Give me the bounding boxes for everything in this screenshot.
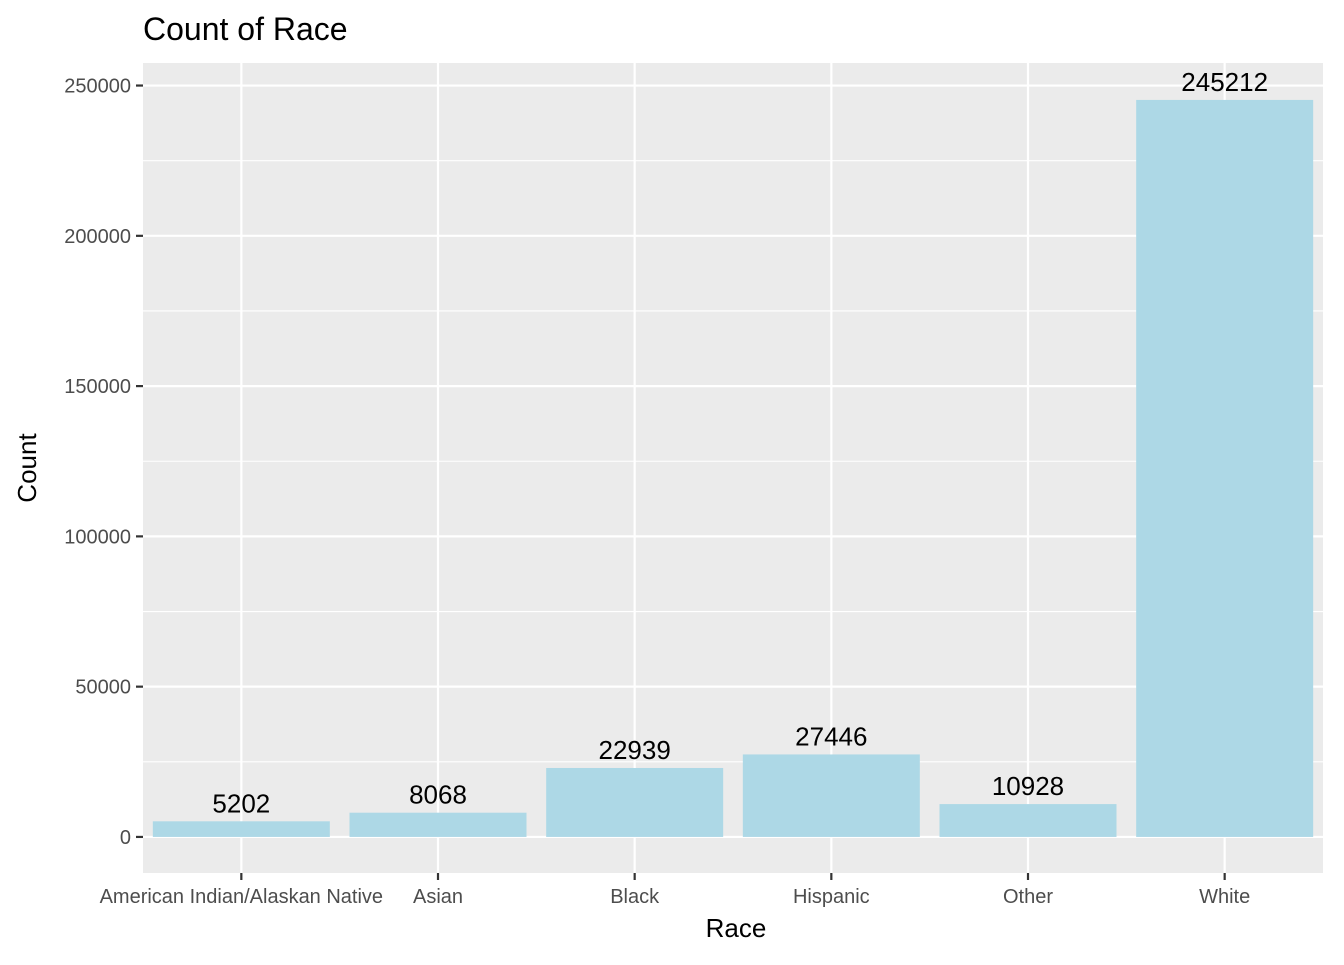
y-tick-label: 250000 (64, 76, 131, 98)
y-axis: 0 50000 100000 150000 200000 250000 (64, 76, 143, 849)
x-tick-label: Hispanic (793, 886, 870, 908)
bar (742, 754, 920, 837)
bar (152, 821, 330, 837)
bar (349, 812, 527, 837)
bar-value-label: 8068 (409, 780, 467, 810)
bar-value-label: 5202 (212, 788, 270, 818)
bar (1136, 99, 1314, 837)
x-axis: American Indian/Alaskan Native Asian Black… (100, 873, 1250, 908)
x-tick-label: White (1199, 886, 1250, 908)
major-gridlines (143, 63, 1323, 873)
minor-gridlines (143, 160, 1323, 763)
y-tick-label: 200000 (64, 226, 131, 248)
bars (152, 99, 1314, 837)
x-tick-label: Asian (413, 886, 463, 908)
x-tick-label: Black (610, 886, 660, 908)
y-tick-label: 0 (120, 827, 131, 849)
bar-value-label: 27446 (795, 721, 867, 751)
x-tick-label: Other (1003, 886, 1053, 908)
data-labels: 5202 8068 22939 27446 10928 245212 (212, 67, 1268, 818)
x-axis-title: Race (706, 913, 767, 943)
plot-panel (143, 63, 1323, 873)
bar-value-label: 245212 (1181, 67, 1268, 97)
bar (939, 804, 1117, 837)
chart-title: Count of Race (143, 11, 348, 47)
bar-value-label: 10928 (992, 771, 1064, 801)
y-tick-label: 100000 (64, 526, 131, 548)
bar-value-label: 22939 (599, 735, 671, 765)
y-tick-label: 50000 (75, 677, 131, 699)
x-tick-label: American Indian/Alaskan Native (100, 886, 383, 908)
y-tick-label: 150000 (64, 376, 131, 398)
y-axis-title: Count (12, 433, 42, 503)
bar (546, 767, 724, 837)
